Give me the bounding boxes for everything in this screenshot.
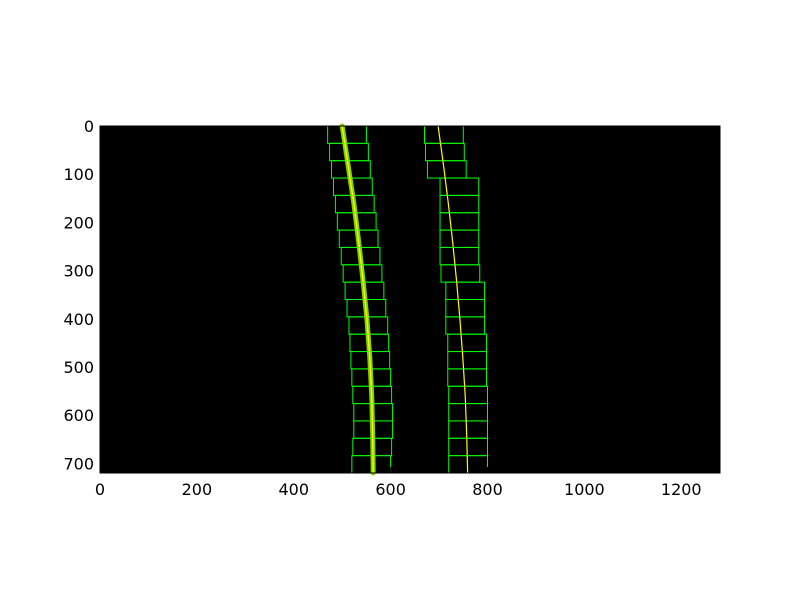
right-lane-fit-line — [437, 125, 469, 474]
y-axis: 0 100 200 300 400 500 600 700 — [63, 117, 720, 473]
lane-fit-lines — [339, 123, 469, 476]
left-lane-fit-line — [341, 125, 374, 474]
y-tick-label: 600 — [63, 406, 94, 425]
y-tick-label: 500 — [63, 358, 94, 377]
x-tick-label: 1200 — [661, 480, 702, 499]
y-tick-label: 0 — [84, 117, 94, 136]
y-tick-label: 200 — [63, 213, 94, 232]
y-tick-label: 700 — [63, 454, 94, 473]
x-tick-label: 1000 — [564, 480, 605, 499]
x-axis: 0 200 400 600 800 1000 1200 — [95, 126, 702, 499]
plot-frame — [99, 125, 721, 474]
plot-area — [100, 126, 720, 473]
y-tick-label: 100 — [63, 165, 94, 184]
y-tick-label: 400 — [63, 310, 94, 329]
x-tick-label: 600 — [375, 480, 406, 499]
x-tick-label: 200 — [182, 480, 213, 499]
y-tick-label: 300 — [63, 262, 94, 281]
x-tick-label: 400 — [278, 480, 309, 499]
x-tick-label: 800 — [472, 480, 503, 499]
x-tick-label: 0 — [95, 480, 105, 499]
